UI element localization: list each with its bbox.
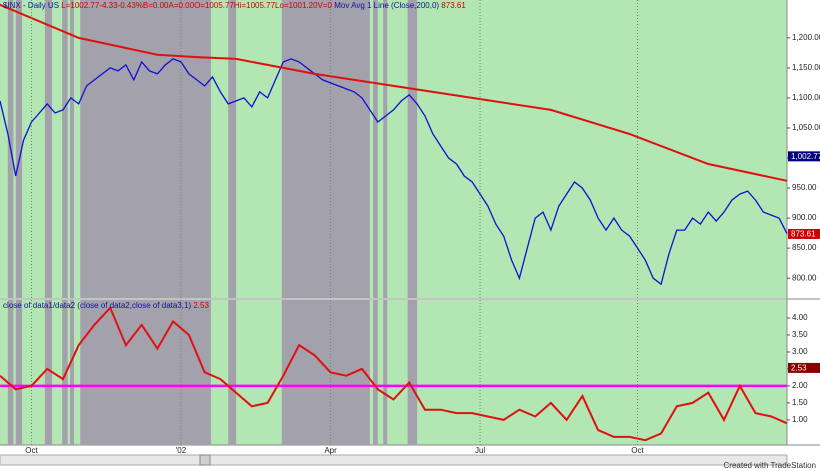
y-tick-label: 4.00: [792, 313, 808, 322]
x-tick-label: Jul: [475, 446, 485, 455]
symbol: $INX: [3, 1, 21, 10]
y-tick-label: 1.00: [792, 415, 808, 424]
last-value-label: 873.61: [791, 230, 816, 239]
x-tick-label: Apr: [324, 446, 337, 455]
y-tick-label: 2.00: [792, 381, 808, 390]
shaded-region: [44, 0, 52, 298]
shaded-region: [15, 300, 23, 445]
shaded-region: [228, 300, 237, 445]
y-tick-label: 1,100.00: [792, 93, 820, 102]
shaded-region: [407, 0, 418, 298]
x-tick-label: Oct: [631, 446, 644, 455]
interval: - Daily US: [23, 1, 59, 10]
x-tick-label: '02: [176, 446, 187, 455]
y-tick-label: 900.00: [792, 213, 817, 222]
last-value-label: 1,002.77: [791, 152, 820, 161]
y-tick-label: 1.50: [792, 398, 808, 407]
y-tick-label: 3.00: [792, 347, 808, 356]
y-tick-label: 3.50: [792, 330, 808, 339]
shaded-region: [281, 0, 370, 298]
indicator-title: close of data1/data2 (close of data2,clo…: [3, 301, 209, 310]
quote-item: Hi=1005.77: [234, 1, 276, 10]
shaded-region: [80, 300, 211, 445]
header: $INX - Daily US L=1002.77-4.33-0.43%B=0.…: [3, 1, 466, 10]
series-line: [0, 305, 788, 442]
quote-item: -0.43%: [118, 1, 143, 10]
shaded-region: [44, 300, 52, 445]
y-tick-label: 1,050.00: [792, 123, 820, 132]
footer: Created with TradeStation: [724, 461, 817, 470]
shaded-region: [15, 0, 23, 298]
quote-item: V=0: [318, 1, 333, 10]
shade-layer: [7, 0, 418, 445]
indicator-name: close of data1/data2 (close of data2,clo…: [3, 301, 191, 310]
shaded-region: [281, 300, 370, 445]
scrollbar[interactable]: [0, 454, 788, 466]
last-value-tag: [788, 228, 820, 239]
x-tick-label: Oct: [25, 446, 38, 455]
last-value-tag: [788, 362, 820, 373]
y-tick-label: 1,200.00: [792, 33, 820, 42]
y-tick-label: 950.00: [792, 183, 817, 192]
shaded-region: [373, 0, 378, 298]
shaded-region: [62, 0, 68, 298]
shaded-region: [407, 300, 418, 445]
shaded-region: [70, 300, 74, 445]
shaded-region: [80, 0, 211, 298]
quote-item: B=0.00: [143, 1, 169, 10]
y-tick-label: 800.00: [792, 273, 817, 282]
study-name: Mov Avg 1 Line (Close,200,0): [334, 1, 439, 10]
y-tick-label: 850.00: [792, 243, 817, 252]
shaded-region: [383, 0, 388, 298]
indicator-value: 2.53: [193, 301, 209, 310]
shaded-region: [7, 300, 14, 445]
shaded-region: [62, 300, 68, 445]
quote-item: A=0.00: [169, 1, 195, 10]
y-tick-label: 1,150.00: [792, 63, 820, 72]
quote-item: O=1005.77: [194, 1, 234, 10]
last-value-tag: [788, 151, 820, 162]
last-value-label: 2.53: [791, 364, 807, 373]
quote-item: -4.33: [99, 1, 118, 10]
quote-item: Lo=1001.20: [275, 1, 318, 10]
quote-item: L=1002.77: [61, 1, 100, 10]
mark-layer: 800.00850.00900.00950.001,000.001,050.00…: [0, 0, 820, 455]
scroll-thumb[interactable]: [199, 454, 211, 466]
shaded-region: [383, 300, 388, 445]
shaded-region: [70, 0, 74, 298]
shaded-region: [373, 300, 378, 445]
series-line: [0, 58, 788, 286]
study-value: 873.61: [441, 1, 466, 10]
quote-items: L=1002.77-4.33-0.43%B=0.00A=0.00O=1005.7…: [61, 1, 332, 10]
shaded-region: [228, 0, 237, 298]
series-line: [0, 3, 788, 182]
